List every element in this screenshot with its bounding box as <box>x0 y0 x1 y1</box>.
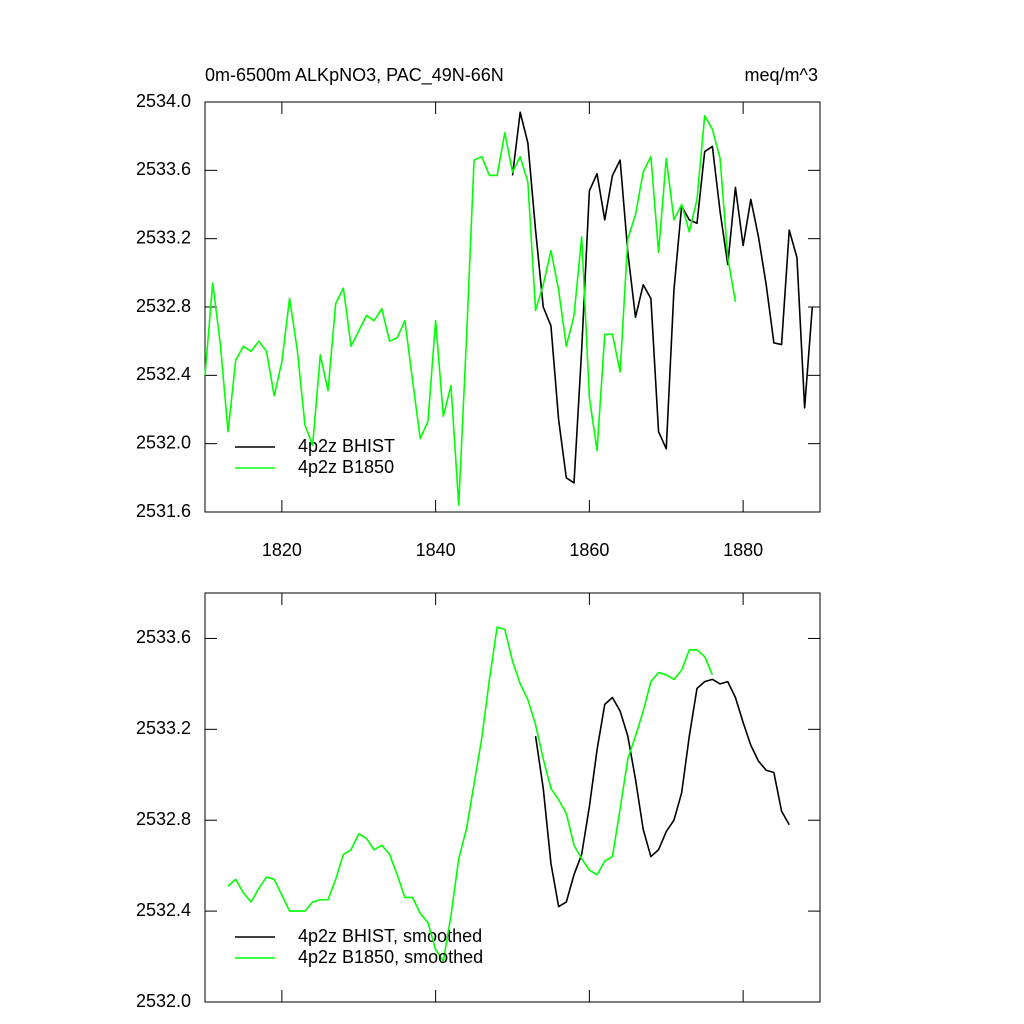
legend-label: 4p2z BHIST, smoothed <box>298 926 482 946</box>
y-tick-label: 2533.2 <box>136 718 191 738</box>
y-tick-label: 2533.2 <box>136 227 191 247</box>
y-tick-label: 2533.6 <box>136 159 191 179</box>
legend-label: 4p2z BHIST <box>298 436 395 456</box>
y-tick-label: 2532.8 <box>136 809 191 829</box>
units-label: meq/m^3 <box>745 65 818 85</box>
x-tick-label: 1840 <box>416 540 456 560</box>
x-tick-label: 1860 <box>569 540 609 560</box>
plot-frame <box>204 592 821 1003</box>
x-tick-label: 1880 <box>723 540 763 560</box>
legend-label: 4p2z B1850 <box>298 457 394 477</box>
x-tick-label: 1820 <box>262 540 302 560</box>
legend-label: 4p2z B1850, smoothed <box>298 947 483 967</box>
y-tick-label: 2532.8 <box>136 296 191 316</box>
y-tick-label: 2532.4 <box>136 364 191 384</box>
series-line <box>227 626 714 962</box>
series-line <box>204 114 737 506</box>
chart-title: 0m-6500m ALKpNO3, PAC_49N-66N <box>205 65 504 86</box>
y-tick-label: 2532.0 <box>136 991 191 1011</box>
series-line <box>534 678 790 908</box>
y-tick-label: 2532.4 <box>136 900 191 920</box>
y-tick-label: 2531.6 <box>136 501 191 521</box>
y-tick-label: 2532.0 <box>136 432 191 452</box>
y-tick-label: 2533.6 <box>136 627 191 647</box>
y-tick-label: 2534.0 <box>136 91 191 111</box>
series-line <box>511 111 814 484</box>
